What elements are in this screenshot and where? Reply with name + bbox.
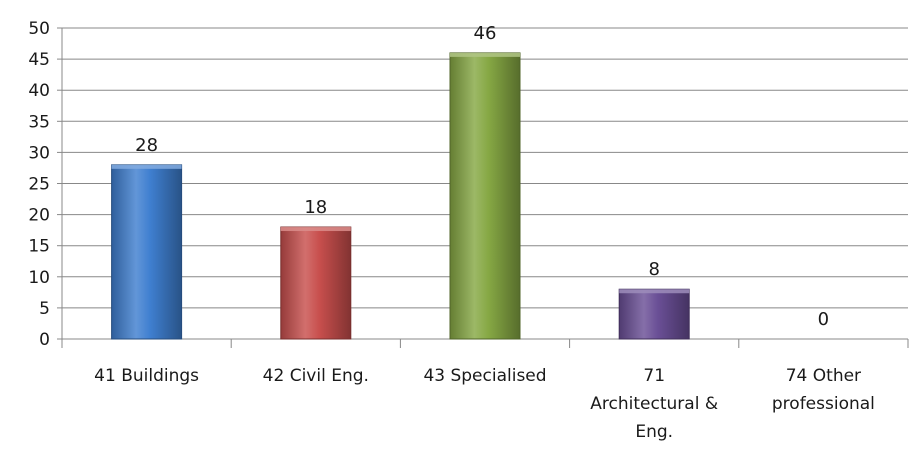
x-axis: 41 Buildings 42 Civil Eng. 43 Specialised 7…: [61, 338, 909, 442]
y-tick-label: 5: [39, 299, 50, 319]
bar: [618, 288, 690, 340]
data-labels: 28 18 46 8 0: [135, 23, 829, 330]
data-label: 46: [474, 23, 497, 44]
x-category-label: 74 Other professional: [772, 366, 875, 414]
data-label: 28: [135, 135, 158, 156]
data-label: 8: [648, 259, 659, 280]
bar-highlight: [111, 164, 182, 169]
y-tick-label: 35: [28, 112, 50, 132]
x-category-label: 41 Buildings: [94, 366, 199, 386]
data-label: 0: [818, 309, 829, 330]
y-tick-label: 50: [28, 19, 50, 39]
bar-highlight: [619, 289, 690, 294]
y-tick-label: 30: [28, 143, 50, 163]
y-tick-label: 25: [28, 175, 50, 195]
bar: [111, 164, 183, 340]
y-tick-label: 20: [28, 206, 50, 226]
y-tick-label: 15: [28, 237, 50, 257]
y-axis: 0 5 10 15 20 25 30 35 40 45 50: [28, 19, 63, 350]
x-category-label: 71 Architectural & Eng.: [590, 366, 718, 442]
y-tick-label: 0: [39, 330, 50, 350]
data-label: 18: [304, 197, 327, 218]
x-category-label: 43 Specialised: [423, 366, 546, 386]
bars: [111, 52, 690, 340]
bar: [280, 226, 352, 340]
x-category-label: 42 Civil Eng.: [263, 366, 369, 386]
y-tick-label: 45: [28, 50, 50, 70]
bar-highlight: [280, 227, 351, 232]
y-tick-label: 40: [28, 81, 50, 101]
bar: [449, 52, 521, 340]
y-tick-label: 10: [28, 268, 50, 288]
bar-highlight: [450, 52, 520, 57]
